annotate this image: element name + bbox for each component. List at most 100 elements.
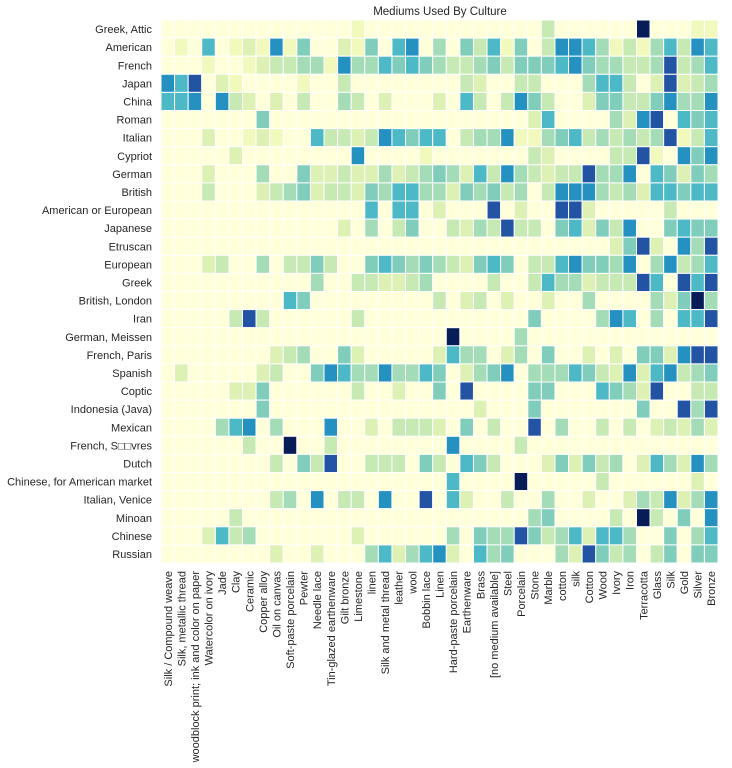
heatmap-cell bbox=[486, 544, 502, 564]
heatmap-cell bbox=[635, 309, 651, 329]
heatmap-cell bbox=[214, 544, 230, 564]
heatmap-cell bbox=[445, 526, 461, 546]
heatmap-cell bbox=[568, 399, 583, 419]
heatmap-cell bbox=[201, 399, 216, 419]
heatmap-cell bbox=[418, 164, 434, 184]
heatmap-cell bbox=[405, 236, 420, 256]
y-tick-label: American or European bbox=[42, 205, 152, 217]
heatmap-cell bbox=[364, 453, 379, 473]
heatmap-cell bbox=[568, 526, 583, 546]
heatmap-cell bbox=[500, 200, 515, 220]
heatmap-cell bbox=[676, 399, 692, 419]
heatmap-cell bbox=[432, 37, 447, 57]
heatmap-cell bbox=[405, 508, 420, 528]
heatmap-cell bbox=[622, 91, 637, 112]
heatmap-cell bbox=[323, 345, 339, 365]
heatmap-cell bbox=[472, 37, 488, 57]
heatmap-cell bbox=[242, 236, 257, 256]
heatmap-cell bbox=[581, 363, 597, 383]
heatmap-cell bbox=[174, 272, 189, 292]
heatmap-cell bbox=[635, 200, 651, 220]
heatmap-cell bbox=[554, 110, 570, 130]
heatmap-cell bbox=[676, 526, 692, 546]
heatmap-cell bbox=[540, 526, 556, 546]
heatmap-cell bbox=[568, 19, 583, 39]
heatmap-cell bbox=[581, 345, 597, 365]
heatmap-cell bbox=[608, 309, 624, 329]
heatmap-cell bbox=[649, 417, 665, 437]
heatmap-cell bbox=[540, 128, 556, 148]
heatmap-cell bbox=[255, 236, 271, 256]
heatmap-cell bbox=[527, 110, 542, 130]
heatmap-cell bbox=[608, 381, 624, 401]
heatmap-cell bbox=[201, 345, 216, 365]
heatmap-cell bbox=[323, 272, 339, 292]
heatmap-cell bbox=[513, 200, 529, 220]
heatmap-cell bbox=[690, 309, 705, 329]
heatmap-cell bbox=[255, 110, 271, 130]
heatmap-cell bbox=[269, 37, 284, 57]
heatmap-cell bbox=[540, 490, 556, 510]
heatmap-cell bbox=[296, 472, 311, 492]
heatmap-cell bbox=[445, 272, 461, 292]
y-tick-label: Italian bbox=[123, 133, 152, 145]
heatmap-cell bbox=[174, 200, 189, 220]
heatmap-cell bbox=[309, 200, 325, 220]
heatmap-cell bbox=[663, 218, 678, 238]
heatmap-cell bbox=[459, 435, 474, 455]
heatmap-cell bbox=[323, 490, 339, 510]
heatmap-cell bbox=[622, 544, 637, 564]
heatmap-cell bbox=[459, 200, 474, 220]
heatmap-cell bbox=[309, 55, 325, 75]
y-tick-label: Mexican bbox=[111, 422, 152, 434]
heatmap-cell bbox=[187, 472, 203, 492]
heatmap-cell bbox=[228, 128, 244, 148]
heatmap-cell bbox=[676, 363, 692, 383]
heatmap-cell bbox=[568, 417, 583, 437]
heatmap-cell bbox=[364, 381, 379, 401]
heatmap-cell bbox=[527, 417, 542, 437]
heatmap-cell bbox=[242, 472, 257, 492]
heatmap-cell bbox=[486, 327, 502, 347]
heatmap-cell bbox=[405, 146, 420, 166]
x-tick-label: Pewter bbox=[299, 571, 311, 606]
heatmap-cell bbox=[568, 309, 583, 329]
heatmap-cell bbox=[581, 146, 597, 166]
heatmap-cell bbox=[486, 272, 502, 292]
heatmap-cell bbox=[391, 19, 407, 39]
heatmap-cell bbox=[418, 37, 434, 57]
heatmap-cell bbox=[445, 327, 461, 347]
heatmap-cell bbox=[323, 128, 339, 148]
y-tick-label: Spanish bbox=[112, 368, 152, 380]
heatmap-cell bbox=[445, 345, 461, 365]
heatmap-cell bbox=[214, 182, 230, 202]
heatmap-cell bbox=[160, 164, 176, 184]
heatmap-cell bbox=[282, 526, 298, 546]
heatmap-cell bbox=[513, 309, 529, 329]
heatmap-cell bbox=[323, 91, 339, 112]
heatmap-cell bbox=[242, 164, 257, 184]
heatmap-cell bbox=[337, 128, 352, 148]
x-tick-label: Tin-glazed earthenware bbox=[326, 571, 338, 686]
heatmap-cell bbox=[377, 544, 393, 564]
heatmap-cell bbox=[350, 453, 366, 473]
heatmap-cell bbox=[364, 435, 379, 455]
heatmap-cell bbox=[472, 182, 488, 202]
heatmap-cell bbox=[622, 345, 637, 365]
heatmap-cell bbox=[676, 254, 692, 274]
heatmap-cell bbox=[540, 254, 556, 274]
heatmap-cell bbox=[527, 435, 542, 455]
heatmap-cell bbox=[649, 19, 665, 39]
heatmap-cell bbox=[540, 272, 556, 292]
heatmap-cell bbox=[255, 363, 271, 383]
heatmap-cell bbox=[595, 490, 610, 510]
heatmap-cell bbox=[608, 146, 624, 166]
heatmap-cell bbox=[703, 218, 719, 238]
heatmap-cell bbox=[472, 19, 488, 39]
heatmap-cell bbox=[174, 73, 189, 93]
heatmap-cell bbox=[595, 128, 610, 148]
heatmap-cell bbox=[337, 37, 352, 57]
heatmap-cell bbox=[432, 435, 447, 455]
heatmap-cell bbox=[486, 19, 502, 39]
heatmap-cell bbox=[242, 91, 257, 112]
